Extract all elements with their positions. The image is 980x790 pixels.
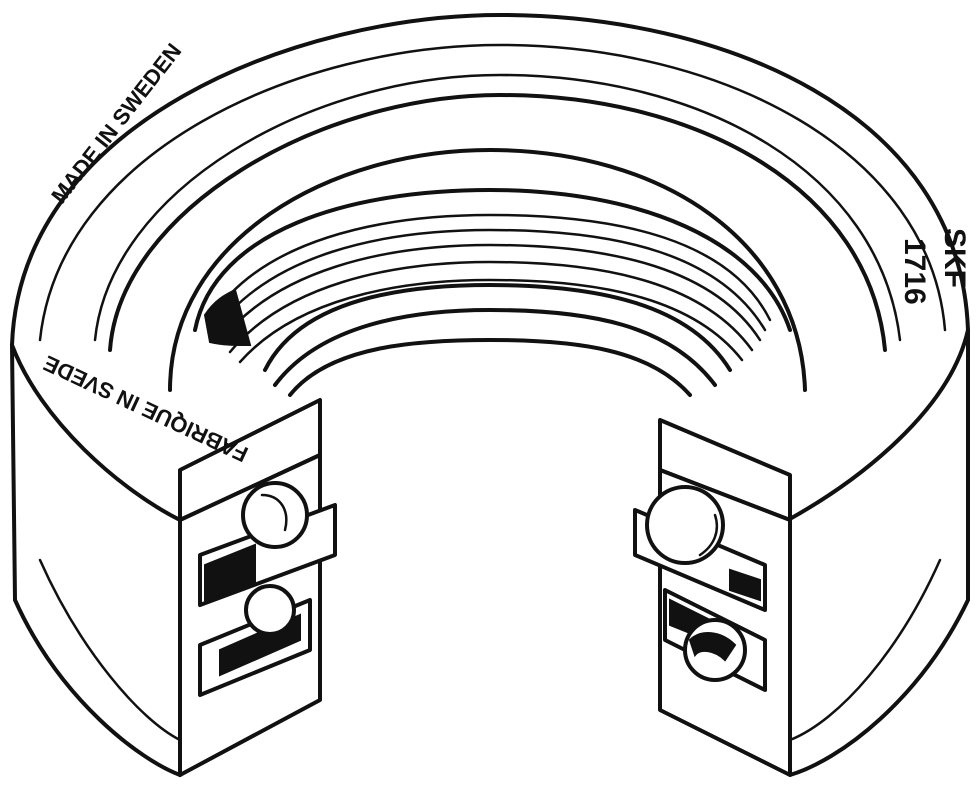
bore-lower-rim-2 xyxy=(273,308,717,387)
top-groove-inner xyxy=(108,93,887,352)
left-wall-base-line xyxy=(38,558,182,742)
bore-lower-rim-3 xyxy=(288,338,692,397)
bore-hatch-2 xyxy=(213,228,767,332)
right-upper-ball-highlight xyxy=(698,513,719,557)
bore-hatch-1 xyxy=(208,213,772,322)
right-upper-washer-shade xyxy=(729,568,761,602)
bore-shade-left xyxy=(203,288,252,347)
right-wall-base-line xyxy=(788,558,942,742)
bore-hatch-3 xyxy=(218,243,762,344)
bore-hatch-5 xyxy=(238,278,744,364)
top-groove-middle xyxy=(93,73,902,342)
top-groove-outer xyxy=(38,43,947,342)
left-upper-ball-highlight xyxy=(260,493,288,532)
marking-made-in: MADE IN SWEDEN xyxy=(46,39,186,208)
marking-number: 1716 xyxy=(898,238,931,305)
left-lower-ball xyxy=(244,584,296,636)
bore-top-edge xyxy=(168,148,807,392)
bore-inner-ring xyxy=(193,188,792,332)
right-lower-ball-shade xyxy=(688,632,737,662)
marking-fabrique: FABRIQUE IN SVEDE xyxy=(40,350,252,467)
right-upper-ball xyxy=(645,485,725,565)
outer-wall-right xyxy=(786,328,970,777)
marking-brand: SKF xyxy=(938,228,971,288)
bore-lower-rim-1 xyxy=(263,283,732,372)
bore-hatch-4 xyxy=(228,260,754,354)
left-upper-ball xyxy=(241,481,309,549)
outer-rim-top-edge xyxy=(10,13,970,347)
left-upper-washer-shade xyxy=(204,543,256,602)
